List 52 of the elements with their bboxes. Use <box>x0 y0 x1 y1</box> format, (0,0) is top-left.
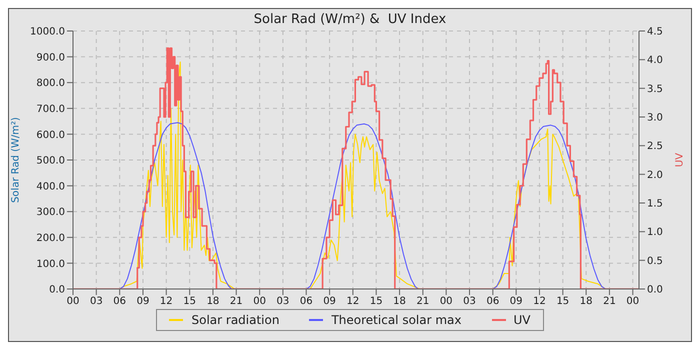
x-tick-label: 03 <box>463 296 476 308</box>
y2-tick-label: 1.0 <box>647 227 663 238</box>
y-tick-label: 1000.0 <box>30 26 65 38</box>
x-tick-label: 03 <box>90 296 103 308</box>
x-tick-label: 18 <box>580 296 592 308</box>
x-tick-label: 15 <box>183 296 196 308</box>
x-tick-label: 03 <box>276 296 290 308</box>
x-tick-label: 06 <box>113 296 126 308</box>
x-tick-label: 12 <box>160 296 173 308</box>
x-tick-label: 12 <box>533 296 546 308</box>
y-tick-label: 0.0 <box>49 284 65 296</box>
y-tick-label: 500.0 <box>36 156 65 167</box>
y2-tick-label: 4.0 <box>647 55 663 66</box>
y-tick-label: 100.0 <box>36 258 65 270</box>
legend-label: Solar radiation <box>191 313 280 327</box>
x-tick-label: 12 <box>346 296 360 308</box>
chart-title: Solar Rad (W/m²) & UV Index <box>252 12 448 27</box>
y2-tick-label: 2.0 <box>647 170 663 181</box>
x-tick-label: 00 <box>440 296 453 308</box>
x-tick-label: 00 <box>66 296 80 308</box>
x-tick-label: 21 <box>416 296 430 308</box>
legend-label: Theoretical solar max <box>331 313 462 327</box>
y-tick-label: 800.0 <box>36 78 65 90</box>
y2-tick-label: 0.5 <box>647 256 663 267</box>
x-tick-label: 00 <box>626 296 640 308</box>
x-tick-label: 00 <box>253 296 266 308</box>
x-tick-label: 09 <box>510 296 523 308</box>
x-tick-label: 15 <box>556 296 570 308</box>
x-tick-label: 06 <box>486 296 500 308</box>
legend-label: UV <box>514 313 530 327</box>
y2-axis-title: UV <box>674 152 686 168</box>
y-tick-label: 400.0 <box>36 181 65 192</box>
y2-tick-label: 1.5 <box>647 198 663 210</box>
x-tick-label: 21 <box>603 296 616 308</box>
y2-tick-label: 0.0 <box>647 284 663 296</box>
x-tick-label: 15 <box>370 296 383 308</box>
x-tick-label: 06 <box>300 296 313 308</box>
x-tick-label: 09 <box>136 296 150 308</box>
x-tick-label: 18 <box>206 296 220 308</box>
y-tick-label: 600.0 <box>36 130 65 141</box>
x-tick-label: 18 <box>393 296 406 308</box>
y-tick-label: 700.0 <box>36 104 65 115</box>
y-tick-label: 200.0 <box>36 232 65 244</box>
y2-tick-label: 3.0 <box>647 112 663 124</box>
y2-tick-label: 4.5 <box>647 26 663 38</box>
x-tick-label: 21 <box>230 296 243 308</box>
y-tick-label: 900.0 <box>36 52 65 64</box>
y2-tick-label: 2.5 <box>647 141 663 152</box>
y-axis-title: Solar Rad (W/m²) <box>10 116 22 203</box>
y-tick-label: 300.0 <box>36 207 65 218</box>
y2-tick-label: 3.5 <box>647 84 663 95</box>
x-tick-label: 09 <box>323 296 336 308</box>
